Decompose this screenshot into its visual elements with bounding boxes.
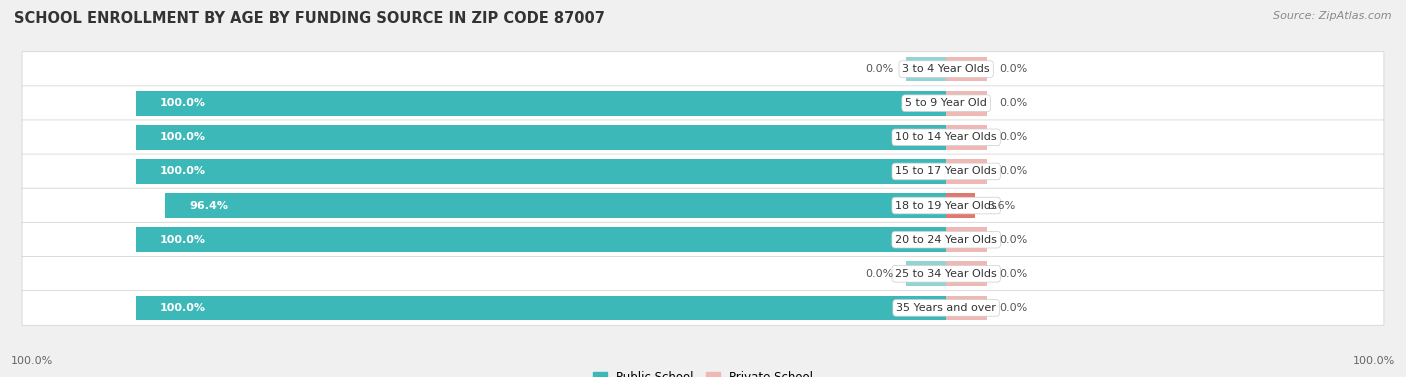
- Text: 0.0%: 0.0%: [998, 269, 1028, 279]
- Text: 0.0%: 0.0%: [998, 132, 1028, 143]
- Text: 3 to 4 Year Olds: 3 to 4 Year Olds: [903, 64, 990, 74]
- Text: 0.0%: 0.0%: [998, 166, 1028, 176]
- Text: 10 to 14 Year Olds: 10 to 14 Year Olds: [896, 132, 997, 143]
- Text: 5 to 9 Year Old: 5 to 9 Year Old: [905, 98, 987, 108]
- Text: 100.0%: 100.0%: [160, 166, 205, 176]
- FancyBboxPatch shape: [22, 52, 1384, 86]
- Text: 100.0%: 100.0%: [160, 132, 205, 143]
- Text: 0.0%: 0.0%: [998, 303, 1028, 313]
- Text: 0.0%: 0.0%: [865, 64, 893, 74]
- Bar: [946, 296, 987, 320]
- Text: 96.4%: 96.4%: [190, 201, 228, 211]
- Text: 20 to 24 Year Olds: 20 to 24 Year Olds: [896, 234, 997, 245]
- Text: 100.0%: 100.0%: [11, 356, 53, 366]
- Bar: [946, 125, 987, 150]
- Bar: [905, 57, 946, 81]
- Text: 100.0%: 100.0%: [1353, 356, 1395, 366]
- Bar: [135, 159, 946, 184]
- Text: SCHOOL ENROLLMENT BY AGE BY FUNDING SOURCE IN ZIP CODE 87007: SCHOOL ENROLLMENT BY AGE BY FUNDING SOUR…: [14, 11, 605, 26]
- Bar: [165, 193, 946, 218]
- FancyBboxPatch shape: [22, 256, 1384, 291]
- Text: 18 to 19 Year Olds: 18 to 19 Year Olds: [896, 201, 997, 211]
- Text: 0.0%: 0.0%: [998, 234, 1028, 245]
- Text: 15 to 17 Year Olds: 15 to 17 Year Olds: [896, 166, 997, 176]
- Bar: [946, 91, 987, 115]
- Text: 100.0%: 100.0%: [160, 234, 205, 245]
- Bar: [946, 57, 987, 81]
- Text: 100.0%: 100.0%: [160, 98, 205, 108]
- FancyBboxPatch shape: [22, 291, 1384, 325]
- Text: Source: ZipAtlas.com: Source: ZipAtlas.com: [1274, 11, 1392, 21]
- FancyBboxPatch shape: [22, 120, 1384, 155]
- Bar: [946, 227, 987, 252]
- Legend: Public School, Private School: Public School, Private School: [588, 366, 818, 377]
- FancyBboxPatch shape: [22, 188, 1384, 223]
- Bar: [946, 193, 976, 218]
- Bar: [135, 125, 946, 150]
- Text: 0.0%: 0.0%: [998, 98, 1028, 108]
- Text: 0.0%: 0.0%: [865, 269, 893, 279]
- Bar: [135, 296, 946, 320]
- Text: 3.6%: 3.6%: [987, 201, 1015, 211]
- Bar: [135, 91, 946, 115]
- Text: 25 to 34 Year Olds: 25 to 34 Year Olds: [896, 269, 997, 279]
- Text: 100.0%: 100.0%: [160, 303, 205, 313]
- Bar: [946, 159, 987, 184]
- FancyBboxPatch shape: [22, 154, 1384, 189]
- FancyBboxPatch shape: [22, 86, 1384, 121]
- Bar: [905, 262, 946, 286]
- Text: 35 Years and over: 35 Years and over: [896, 303, 995, 313]
- FancyBboxPatch shape: [22, 222, 1384, 257]
- Bar: [135, 227, 946, 252]
- Bar: [946, 262, 987, 286]
- Text: 0.0%: 0.0%: [998, 64, 1028, 74]
